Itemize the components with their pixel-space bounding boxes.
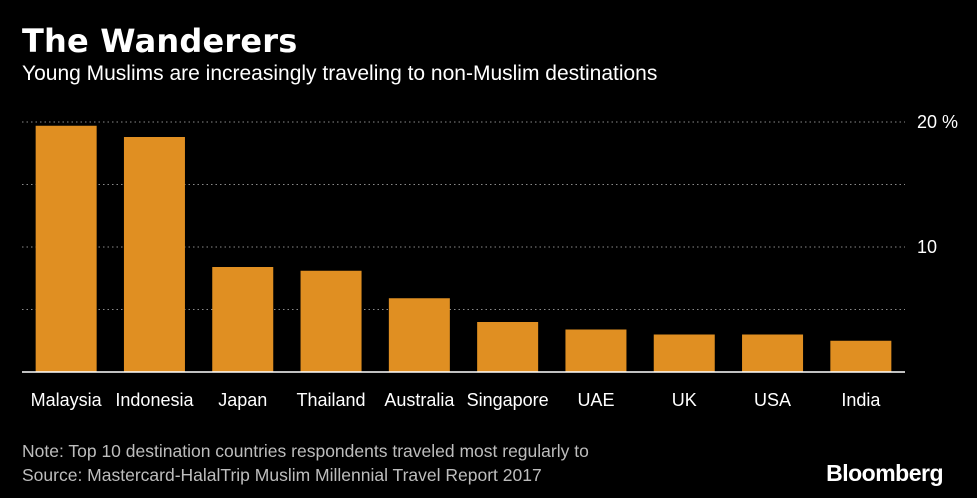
bar: [300, 270, 362, 372]
chart-title: The Wanderers: [22, 22, 298, 60]
bar: [477, 322, 539, 372]
bar: [388, 298, 450, 372]
bar-chart: 10 20 % Malaysia Indonesia Japan Thailand Aust…: [22, 112, 958, 410]
x-tick-label: Malaysia: [31, 390, 103, 410]
y-tick-label: 20 %: [917, 112, 958, 132]
x-tick-label: UAE: [577, 390, 614, 410]
x-tick-label: India: [841, 390, 881, 410]
x-tick-label: UK: [672, 390, 697, 410]
y-tick-label: 10: [917, 237, 937, 257]
footnote: Note: Top 10 destination countries respo…: [22, 439, 589, 487]
bloomberg-logo: Bloomberg: [826, 460, 943, 486]
x-tick-label: USA: [754, 390, 791, 410]
x-tick-label: Indonesia: [115, 390, 194, 410]
note-text: Note: Top 10 destination countries respo…: [22, 441, 589, 461]
bar: [653, 334, 715, 372]
x-tick-label: Japan: [218, 390, 267, 410]
chart-subtitle: Young Muslims are increasingly traveling…: [22, 62, 658, 85]
bar: [123, 137, 185, 372]
x-tick-label: Singapore: [467, 390, 549, 410]
bar: [565, 329, 627, 372]
bar: [830, 340, 892, 372]
x-tick-label: Australia: [384, 390, 455, 410]
bar: [35, 125, 97, 372]
source-text: Source: Mastercard-HalalTrip Muslim Mill…: [22, 465, 542, 485]
bar: [212, 267, 274, 372]
x-tick-label: Thailand: [297, 390, 366, 410]
bar: [742, 334, 804, 372]
